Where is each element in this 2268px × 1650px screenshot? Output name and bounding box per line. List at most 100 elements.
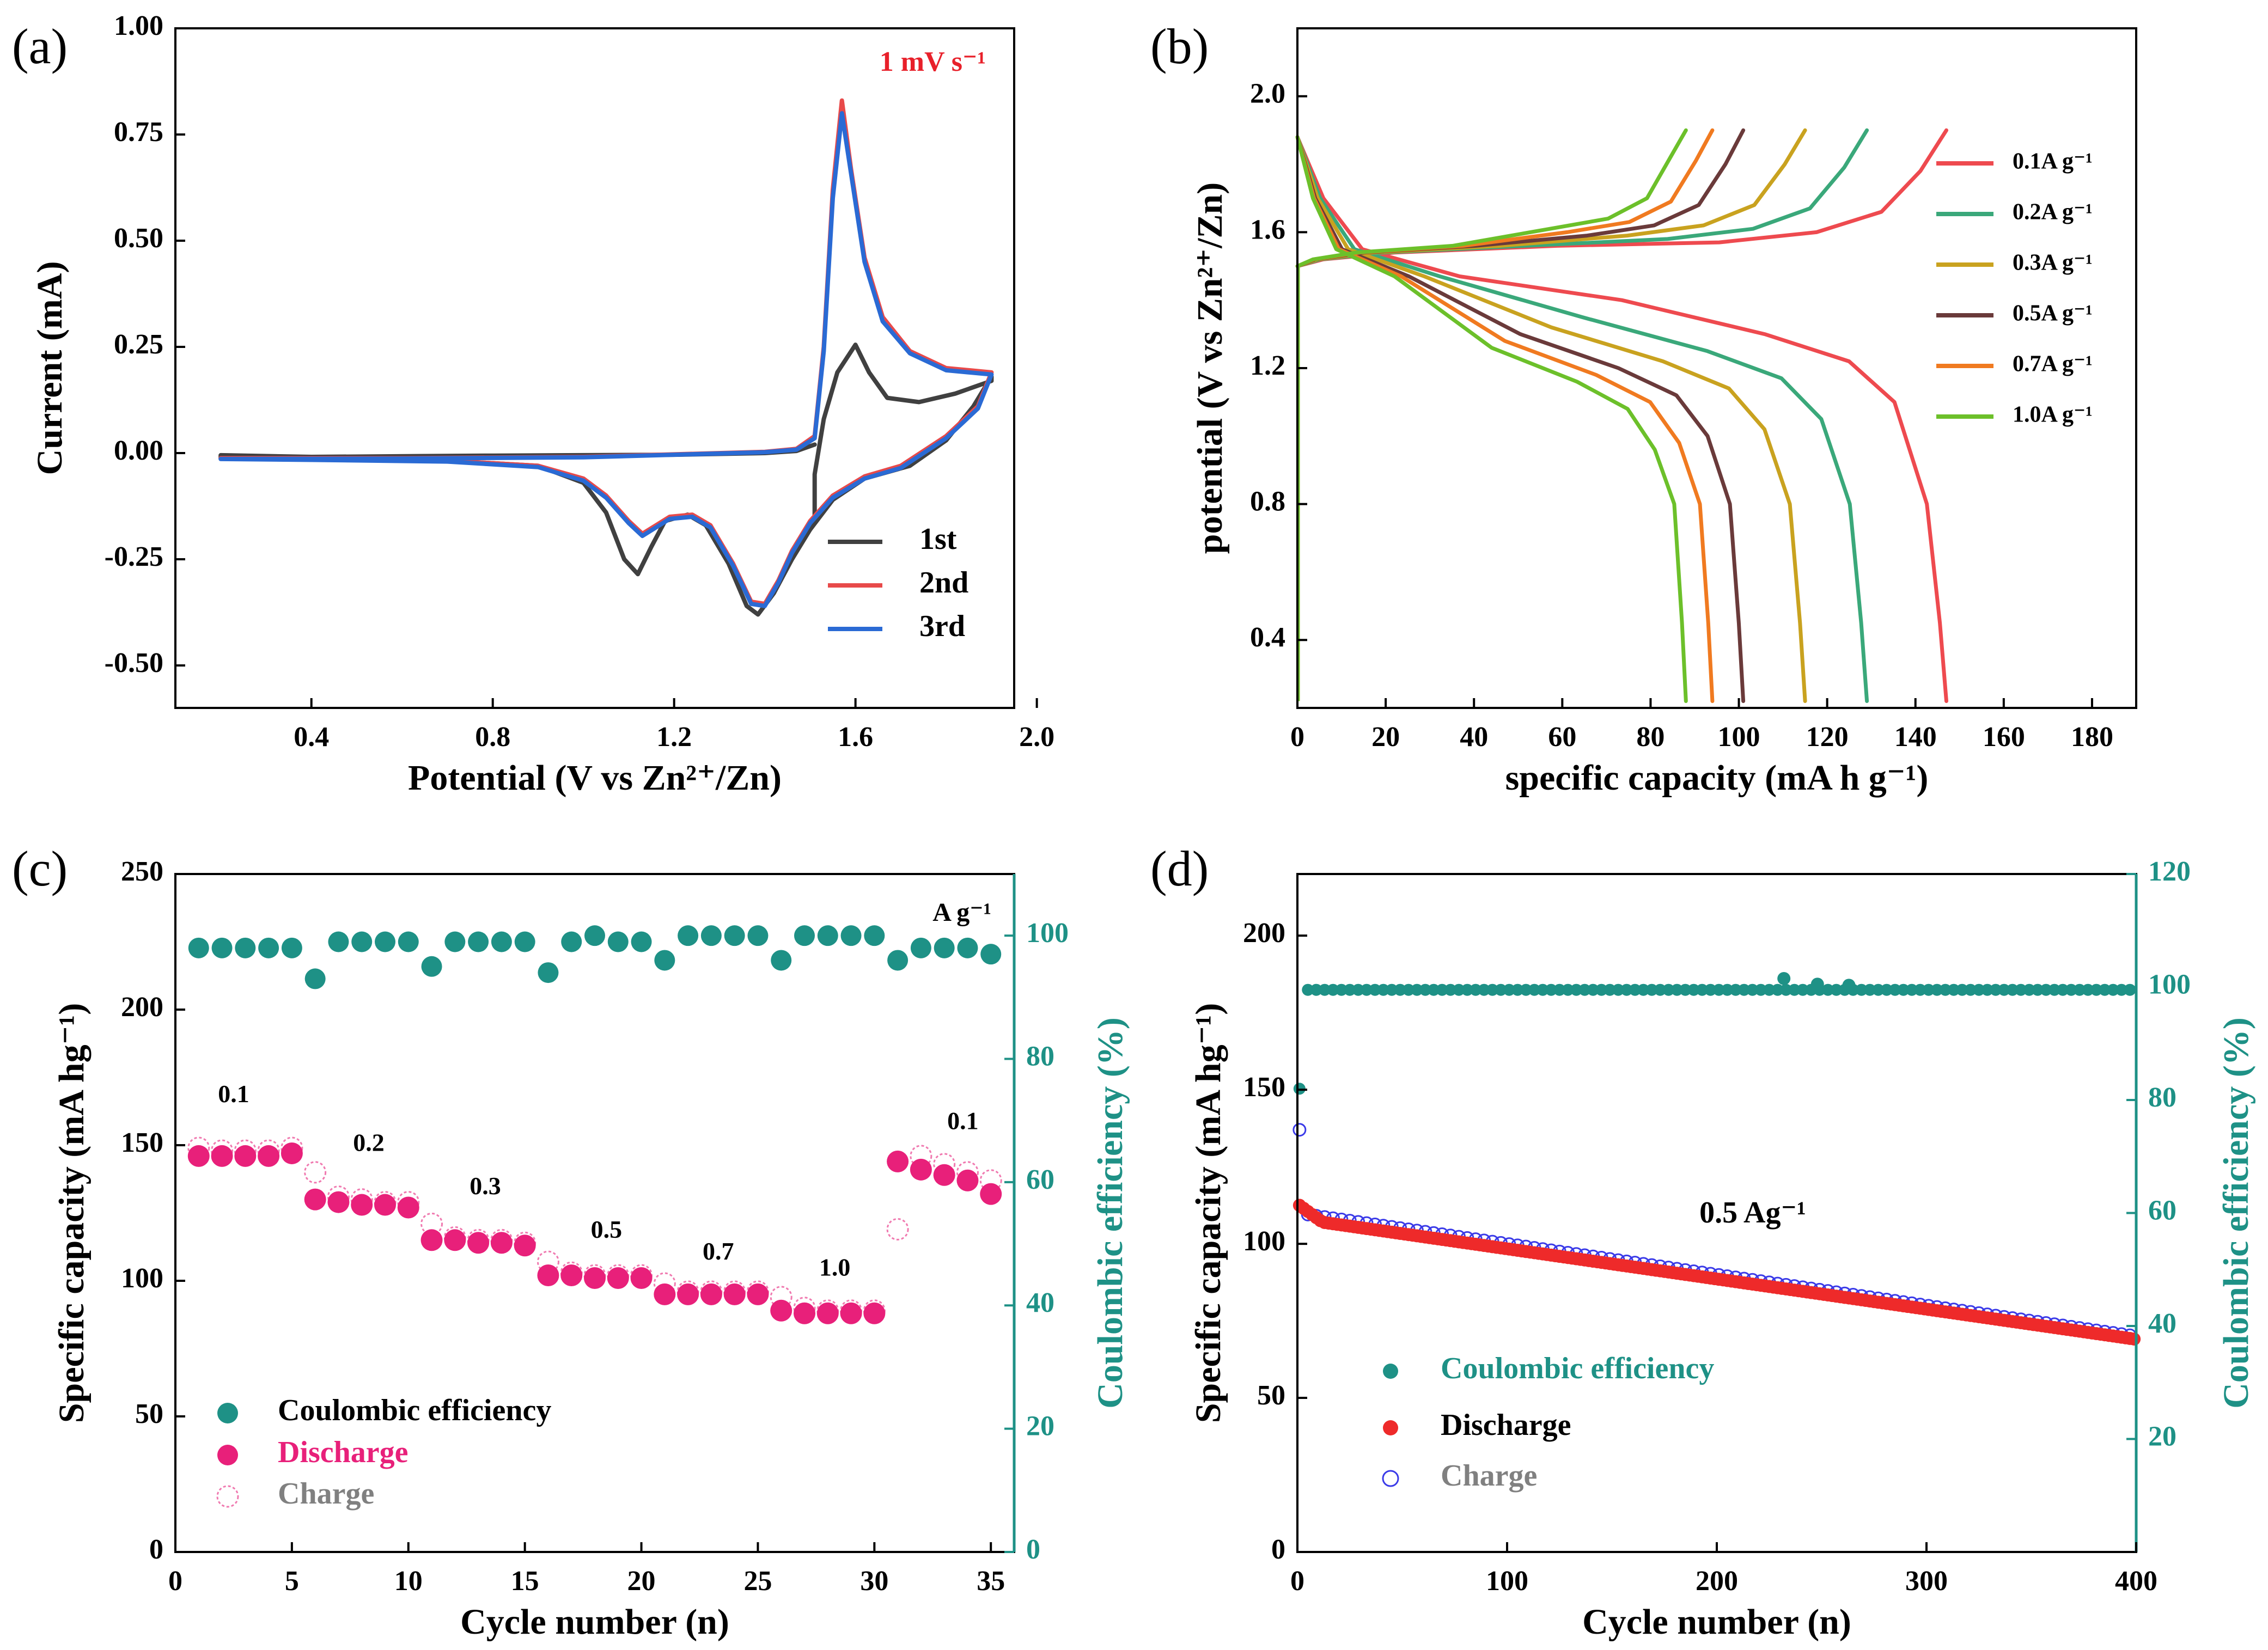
ce-point	[1729, 983, 1742, 996]
legend-marker	[1383, 1420, 1398, 1435]
x-tick-label: 80	[1636, 722, 1665, 753]
legend-label: 1st	[919, 522, 957, 556]
ce-point	[1880, 983, 1893, 996]
ce-point	[584, 925, 605, 946]
ce-point	[281, 937, 302, 958]
y2-tick-label: 60	[2148, 1195, 2176, 1226]
ce-point	[1855, 983, 1868, 996]
x-tick-label: 5	[285, 1566, 299, 1597]
ce-point	[1453, 983, 1465, 996]
ce-point	[1922, 983, 1935, 996]
ce-point	[2040, 983, 2052, 996]
ce-point	[1914, 983, 1926, 996]
discharge-point	[794, 1302, 815, 1324]
legend-label: Discharge	[278, 1435, 409, 1469]
discharge-point	[910, 1158, 932, 1181]
ce-point	[1998, 983, 2010, 996]
discharge-point	[933, 1164, 955, 1186]
ce-point	[2023, 983, 2035, 996]
charge-point	[1292, 1123, 1307, 1137]
ce-point	[1931, 983, 1943, 996]
ce-point	[887, 950, 909, 971]
y-tick-label: 1.6	[1250, 214, 1285, 245]
rate-label: 0.1	[218, 1080, 249, 1108]
x-tick-label: 120	[1806, 722, 1849, 753]
ce-point	[1604, 983, 1616, 996]
cv-curve-1st	[218, 343, 994, 617]
scan-rate-annotation: 1 mV s⁻¹	[880, 46, 986, 77]
plot-frame	[174, 27, 1015, 709]
legend-label: 0.3A g⁻¹	[2013, 250, 2093, 276]
x-tick-label: 180	[2071, 722, 2113, 753]
ce-point	[1670, 983, 1683, 996]
y-tick-label: 1.00	[114, 10, 163, 41]
ce-point	[817, 925, 838, 946]
y-tick-label: 150	[1243, 1072, 1285, 1103]
ce-point	[1612, 983, 1625, 996]
y-tick-label: 0.25	[114, 329, 163, 360]
y2-axis-label: Coulombic efficiency (%)	[1090, 1017, 1130, 1409]
y-tick-label: 0.8	[1250, 486, 1285, 517]
y2-tick-label: 100	[2148, 969, 2191, 1000]
discharge-point	[770, 1299, 792, 1322]
panel-label: (b)	[1150, 19, 1209, 74]
rate-label: 0.1	[947, 1107, 979, 1135]
x-tick-label: 1.6	[838, 722, 873, 753]
panel-label: (c)	[12, 841, 68, 896]
ce-point	[1956, 983, 1968, 996]
discharge-point	[840, 1302, 862, 1324]
ce-point	[934, 937, 955, 958]
discharge-point	[560, 1264, 583, 1287]
y2-tick-label: 60	[1026, 1164, 1054, 1195]
legend-label: 2nd	[919, 566, 968, 600]
discharge-point	[630, 1267, 653, 1290]
ce-point	[1344, 983, 1356, 996]
ce-point	[1696, 983, 1709, 996]
ce-point	[1428, 983, 1440, 996]
discharge-point	[258, 1145, 280, 1167]
ce-outlier	[1842, 979, 1856, 992]
ce-point	[747, 925, 769, 946]
x-tick-label: 40	[1460, 722, 1488, 753]
ce-point	[444, 931, 466, 952]
x-axis-label: Cycle number (n)	[460, 1602, 729, 1642]
legend-label: Coulombic efficiency	[1441, 1352, 1714, 1385]
ce-point	[1352, 983, 1364, 996]
y-tick-label: 0.00	[114, 435, 163, 466]
y2-tick-label: 80	[1026, 1041, 1054, 1072]
ce-point	[1939, 983, 1952, 996]
ce-point	[2032, 983, 2044, 996]
rate-label: 0.5	[591, 1215, 623, 1243]
ce-point	[2006, 983, 2019, 996]
discharge-point	[374, 1194, 396, 1216]
ce-point	[2115, 983, 2128, 996]
discharge-point	[980, 1183, 1002, 1205]
x-tick-label: 15	[511, 1566, 539, 1597]
rate-label: 0.3	[470, 1172, 501, 1200]
y-tick-label: 250	[121, 856, 163, 887]
legend-label: 0.1A g⁻¹	[2013, 149, 2093, 174]
discharge-point	[444, 1229, 466, 1251]
x-tick-label: 0	[168, 1566, 182, 1597]
panel-d: 0 100 200 300 400 200 150 100 50 0 120 100 80 60 40 20 C…	[1188, 856, 2256, 1642]
y-axis-label: potential (V vs Zn²⁺/Zn)	[1190, 182, 1230, 554]
ce-point	[1503, 983, 1515, 996]
ce-point	[1587, 983, 1599, 996]
ce-point	[1486, 983, 1499, 996]
y2-axis-label: Coulombic efficiency (%)	[2216, 1017, 2256, 1409]
ce-point	[1754, 983, 1767, 996]
ce-point	[1771, 983, 1784, 996]
y-tick-label: 0.4	[1250, 622, 1285, 653]
y2-tick-label: 120	[2148, 856, 2191, 887]
x-tick-label: 20	[1371, 722, 1400, 753]
x-tick-label: 100	[1486, 1566, 1528, 1597]
y-axis-label: Specific capacity (mA hg⁻¹)	[52, 1003, 92, 1423]
discharge-curve	[1295, 135, 1948, 703]
current-density-annotation: 0.5 Ag⁻¹	[1699, 1196, 1806, 1230]
discharge-point	[863, 1302, 886, 1324]
legend-marker	[217, 1445, 238, 1465]
y-tick-label: 0	[1271, 1534, 1285, 1565]
ce-point	[1511, 983, 1524, 996]
ce-point	[1889, 983, 1901, 996]
